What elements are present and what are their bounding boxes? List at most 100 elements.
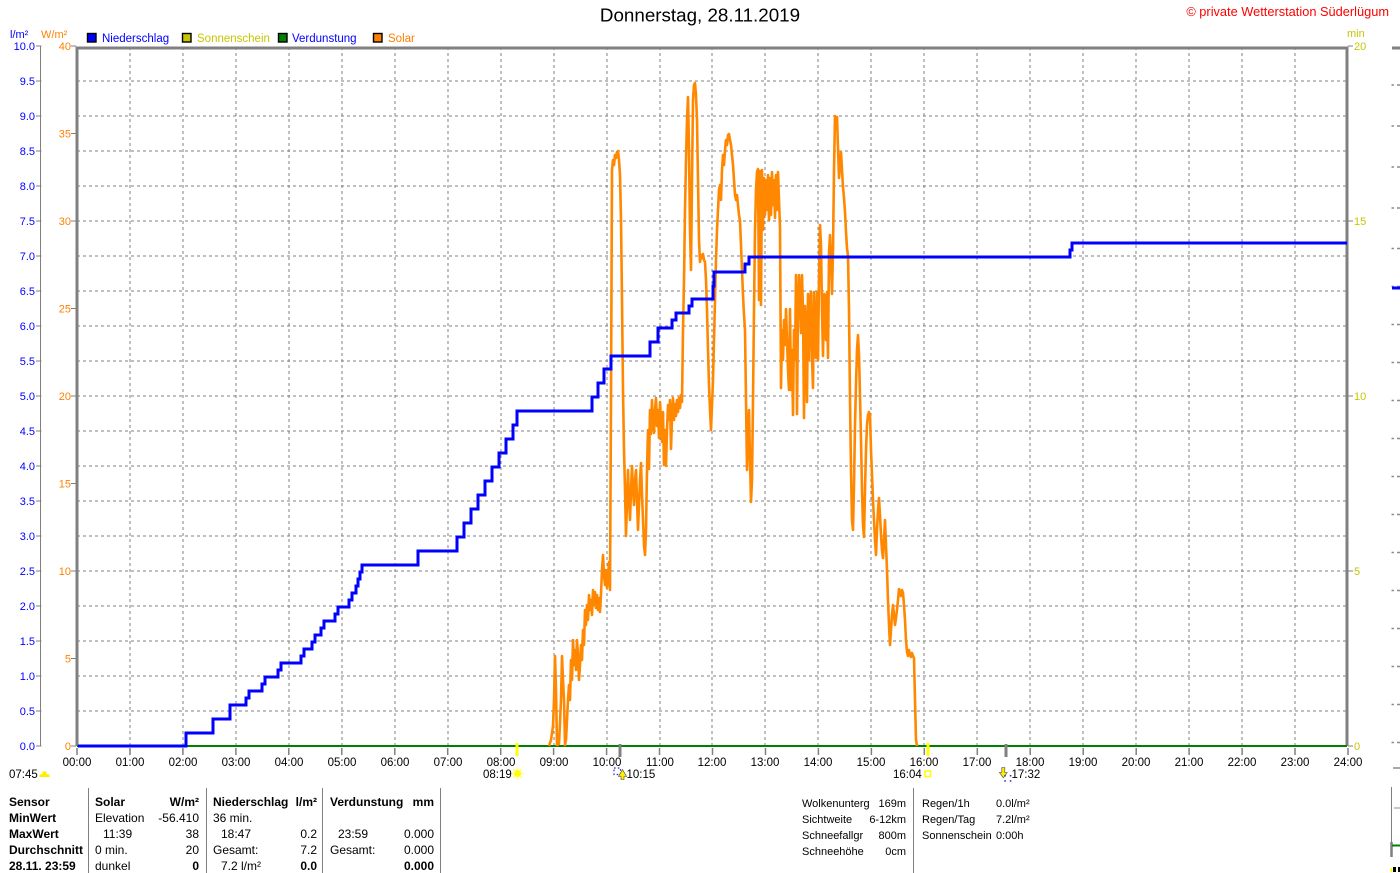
svg-text:24:00: 24:00	[1334, 757, 1363, 769]
svg-text:35: 35	[59, 129, 71, 141]
svg-text:Schneehöhe: Schneehöhe	[802, 846, 864, 858]
svg-text:0.000: 0.000	[404, 859, 434, 873]
svg-text:Verdunstung: Verdunstung	[330, 795, 403, 809]
svg-text:0: 0	[192, 859, 199, 873]
svg-text:15: 15	[1354, 216, 1366, 228]
svg-text:7.5: 7.5	[20, 216, 35, 228]
svg-text:Donnerstag, 28.11.2019: Donnerstag, 28.11.2019	[600, 5, 800, 26]
svg-text:5.0: 5.0	[20, 391, 35, 403]
svg-text:0: 0	[65, 741, 71, 753]
svg-text:min: min	[1347, 28, 1365, 40]
svg-text:6.5: 6.5	[20, 286, 35, 298]
svg-text:15:00: 15:00	[857, 757, 886, 769]
svg-text:6.0: 6.0	[20, 321, 35, 333]
svg-text:05:00: 05:00	[328, 757, 357, 769]
svg-text:7.2l/m²: 7.2l/m²	[996, 814, 1030, 826]
svg-text:10: 10	[1354, 391, 1366, 403]
svg-text:00:00: 00:00	[63, 757, 92, 769]
svg-text:22:00: 22:00	[1228, 757, 1257, 769]
svg-text:Wolkenunterg: Wolkenunterg	[802, 798, 870, 810]
svg-text:14:00: 14:00	[804, 757, 833, 769]
svg-text:Niederschlag: Niederschlag	[102, 33, 169, 45]
svg-text:19:00: 19:00	[1069, 757, 1098, 769]
svg-text:11:39: 11:39	[103, 827, 132, 841]
svg-text:21:00: 21:00	[1175, 757, 1204, 769]
svg-text:0.000: 0.000	[404, 827, 434, 841]
svg-text:08:00: 08:00	[487, 757, 516, 769]
svg-text:12:00: 12:00	[698, 757, 727, 769]
svg-text:MinWert: MinWert	[9, 811, 56, 825]
svg-text:0.0: 0.0	[20, 741, 35, 753]
svg-text:36 min.: 36 min.	[213, 811, 252, 825]
svg-text:09:00: 09:00	[540, 757, 569, 769]
svg-text:07:00: 07:00	[434, 757, 463, 769]
svg-text:23:00: 23:00	[1281, 757, 1310, 769]
svg-text:0cm: 0cm	[885, 846, 906, 858]
svg-text:20: 20	[186, 843, 200, 857]
svg-text:5.5: 5.5	[20, 356, 35, 368]
svg-text:2.5: 2.5	[20, 566, 35, 578]
svg-text:MaxWert: MaxWert	[9, 827, 59, 841]
svg-text:Verdunstung: Verdunstung	[292, 33, 357, 45]
svg-text:10:15: 10:15	[627, 769, 656, 781]
svg-text:4.5: 4.5	[20, 426, 35, 438]
svg-text:Solar: Solar	[388, 33, 415, 45]
svg-text:800m: 800m	[878, 830, 906, 842]
svg-text:10:00: 10:00	[593, 757, 622, 769]
svg-text:1.0: 1.0	[20, 671, 35, 683]
svg-text:17:00: 17:00	[963, 757, 992, 769]
svg-text:W/m²: W/m²	[41, 29, 68, 41]
svg-text:l/m²: l/m²	[10, 29, 29, 41]
svg-text:Gesamt:: Gesamt:	[330, 843, 375, 857]
svg-text:06:00: 06:00	[381, 757, 410, 769]
svg-text:04:00: 04:00	[275, 757, 304, 769]
svg-text:Sonnenschein: Sonnenschein	[197, 33, 270, 45]
svg-text:0: 0	[1354, 741, 1360, 753]
svg-text:5: 5	[65, 654, 71, 666]
svg-text:4.0: 4.0	[20, 461, 35, 473]
svg-text:5: 5	[1354, 566, 1360, 578]
svg-text:0.0l/m²: 0.0l/m²	[996, 798, 1030, 810]
svg-text:0:00h: 0:00h	[996, 830, 1024, 842]
svg-text:Sensor: Sensor	[9, 795, 50, 809]
svg-text:0.0: 0.0	[300, 859, 317, 873]
svg-text:28.11. 23:59: 28.11. 23:59	[9, 859, 76, 873]
svg-text:7.2: 7.2	[300, 843, 317, 857]
svg-text:38: 38	[186, 827, 200, 841]
svg-text:W/m²: W/m²	[170, 795, 199, 809]
svg-text:mm: mm	[413, 795, 434, 809]
svg-text:08:19: 08:19	[483, 769, 512, 781]
svg-text:25: 25	[59, 304, 71, 316]
svg-text:1.5: 1.5	[20, 636, 35, 648]
svg-text:0.000: 0.000	[404, 843, 434, 857]
svg-text:8.5: 8.5	[20, 146, 35, 158]
svg-text:23:59: 23:59	[338, 827, 368, 841]
svg-text:02:00: 02:00	[169, 757, 198, 769]
svg-text:17:32: 17:32	[1012, 769, 1041, 781]
svg-text:dunkel: dunkel	[95, 859, 130, 873]
svg-text:20:00: 20:00	[1122, 757, 1151, 769]
svg-text:7.2 l/m²: 7.2 l/m²	[221, 859, 261, 873]
svg-text:Sichtweite: Sichtweite	[802, 814, 852, 826]
svg-text:40: 40	[59, 41, 71, 53]
svg-text:Sonnenschein: Sonnenschein	[922, 830, 992, 842]
svg-text:8.0: 8.0	[20, 181, 35, 193]
svg-text:Schneefallgr: Schneefallgr	[802, 830, 863, 842]
svg-text:01:00: 01:00	[116, 757, 145, 769]
svg-text:169m: 169m	[878, 798, 906, 810]
svg-text:Regen/Tag: Regen/Tag	[922, 814, 975, 826]
svg-text:10.0: 10.0	[14, 41, 35, 53]
svg-text:03:00: 03:00	[222, 757, 251, 769]
svg-text:7.0: 7.0	[20, 251, 35, 263]
svg-text:-56.410: -56.410	[158, 811, 199, 825]
svg-text:15: 15	[59, 479, 71, 491]
svg-text:20: 20	[1354, 41, 1366, 53]
svg-text:Gesamt:: Gesamt:	[213, 843, 258, 857]
svg-text:0.5: 0.5	[20, 706, 35, 718]
svg-text:6-12km: 6-12km	[869, 814, 906, 826]
svg-text:9.0: 9.0	[20, 111, 35, 123]
svg-text:Durchschnitt: Durchschnitt	[9, 843, 83, 857]
svg-text:20: 20	[59, 391, 71, 403]
svg-text:Niederschlag: Niederschlag	[213, 795, 288, 809]
svg-text:10: 10	[59, 566, 71, 578]
